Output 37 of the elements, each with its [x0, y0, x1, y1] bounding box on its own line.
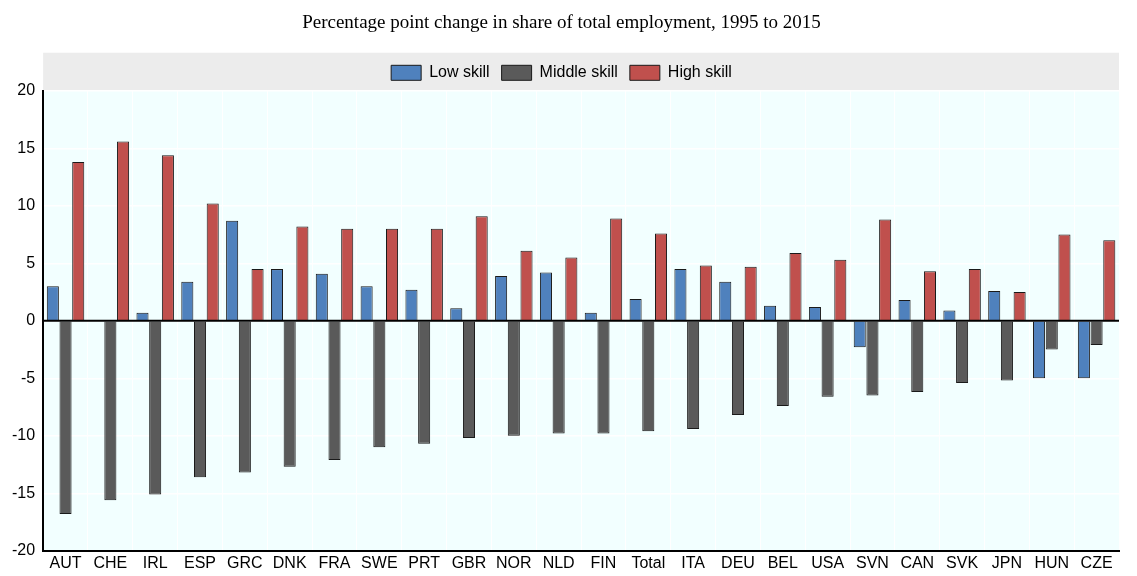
y-tick-label: -15: [12, 483, 36, 501]
legend-label: Low skill: [429, 63, 490, 81]
x-tick-label: SWE: [361, 553, 398, 571]
x-tick-label: Total: [631, 553, 666, 571]
x-tick-label: DNK: [272, 553, 307, 571]
x-tick-label: HUN: [1034, 553, 1070, 571]
y-tick-label: 5: [26, 253, 36, 271]
x-tick-label: GBR: [451, 553, 487, 571]
x-tick-label: FRA: [318, 553, 351, 571]
y-tick-label: -10: [12, 426, 36, 444]
x-tick-label: USA: [811, 553, 845, 571]
legend-label: High skill: [667, 63, 732, 81]
x-tick-label: PRT: [408, 553, 441, 571]
x-tick-label: SVK: [946, 553, 979, 571]
x-tick-label: BEL: [767, 553, 799, 571]
x-tick-label: JPN: [991, 553, 1023, 571]
x-tick-label: CHE: [93, 553, 128, 571]
chart-title: Percentage point change in share of total employment, 1995 to 2015: [302, 11, 821, 33]
x-tick-label: IRL: [142, 553, 168, 571]
x-tick-label: SVN: [855, 553, 889, 571]
y-tick-label: -5: [20, 368, 36, 386]
x-tick-label: ESP: [184, 553, 217, 571]
legend-label: Middle skill: [539, 63, 618, 81]
y-tick-label: 20: [17, 81, 36, 99]
x-tick-label: DEU: [721, 553, 755, 571]
x-tick-label: CAN: [900, 553, 935, 571]
x-tick-label: CZE: [1080, 553, 1113, 571]
x-tick-label: NLD: [542, 553, 575, 571]
y-tick-label: -20: [12, 541, 36, 559]
y-tick-label: 15: [17, 138, 36, 156]
x-tick-label: GRC: [227, 553, 263, 571]
y-tick-label: 10: [17, 196, 36, 214]
x-tick-label: NOR: [496, 553, 532, 571]
x-tick-label: AUT: [49, 553, 82, 571]
x-tick-label: ITA: [681, 553, 706, 571]
y-tick-label: 0: [26, 311, 36, 329]
x-tick-label: FIN: [590, 553, 617, 571]
